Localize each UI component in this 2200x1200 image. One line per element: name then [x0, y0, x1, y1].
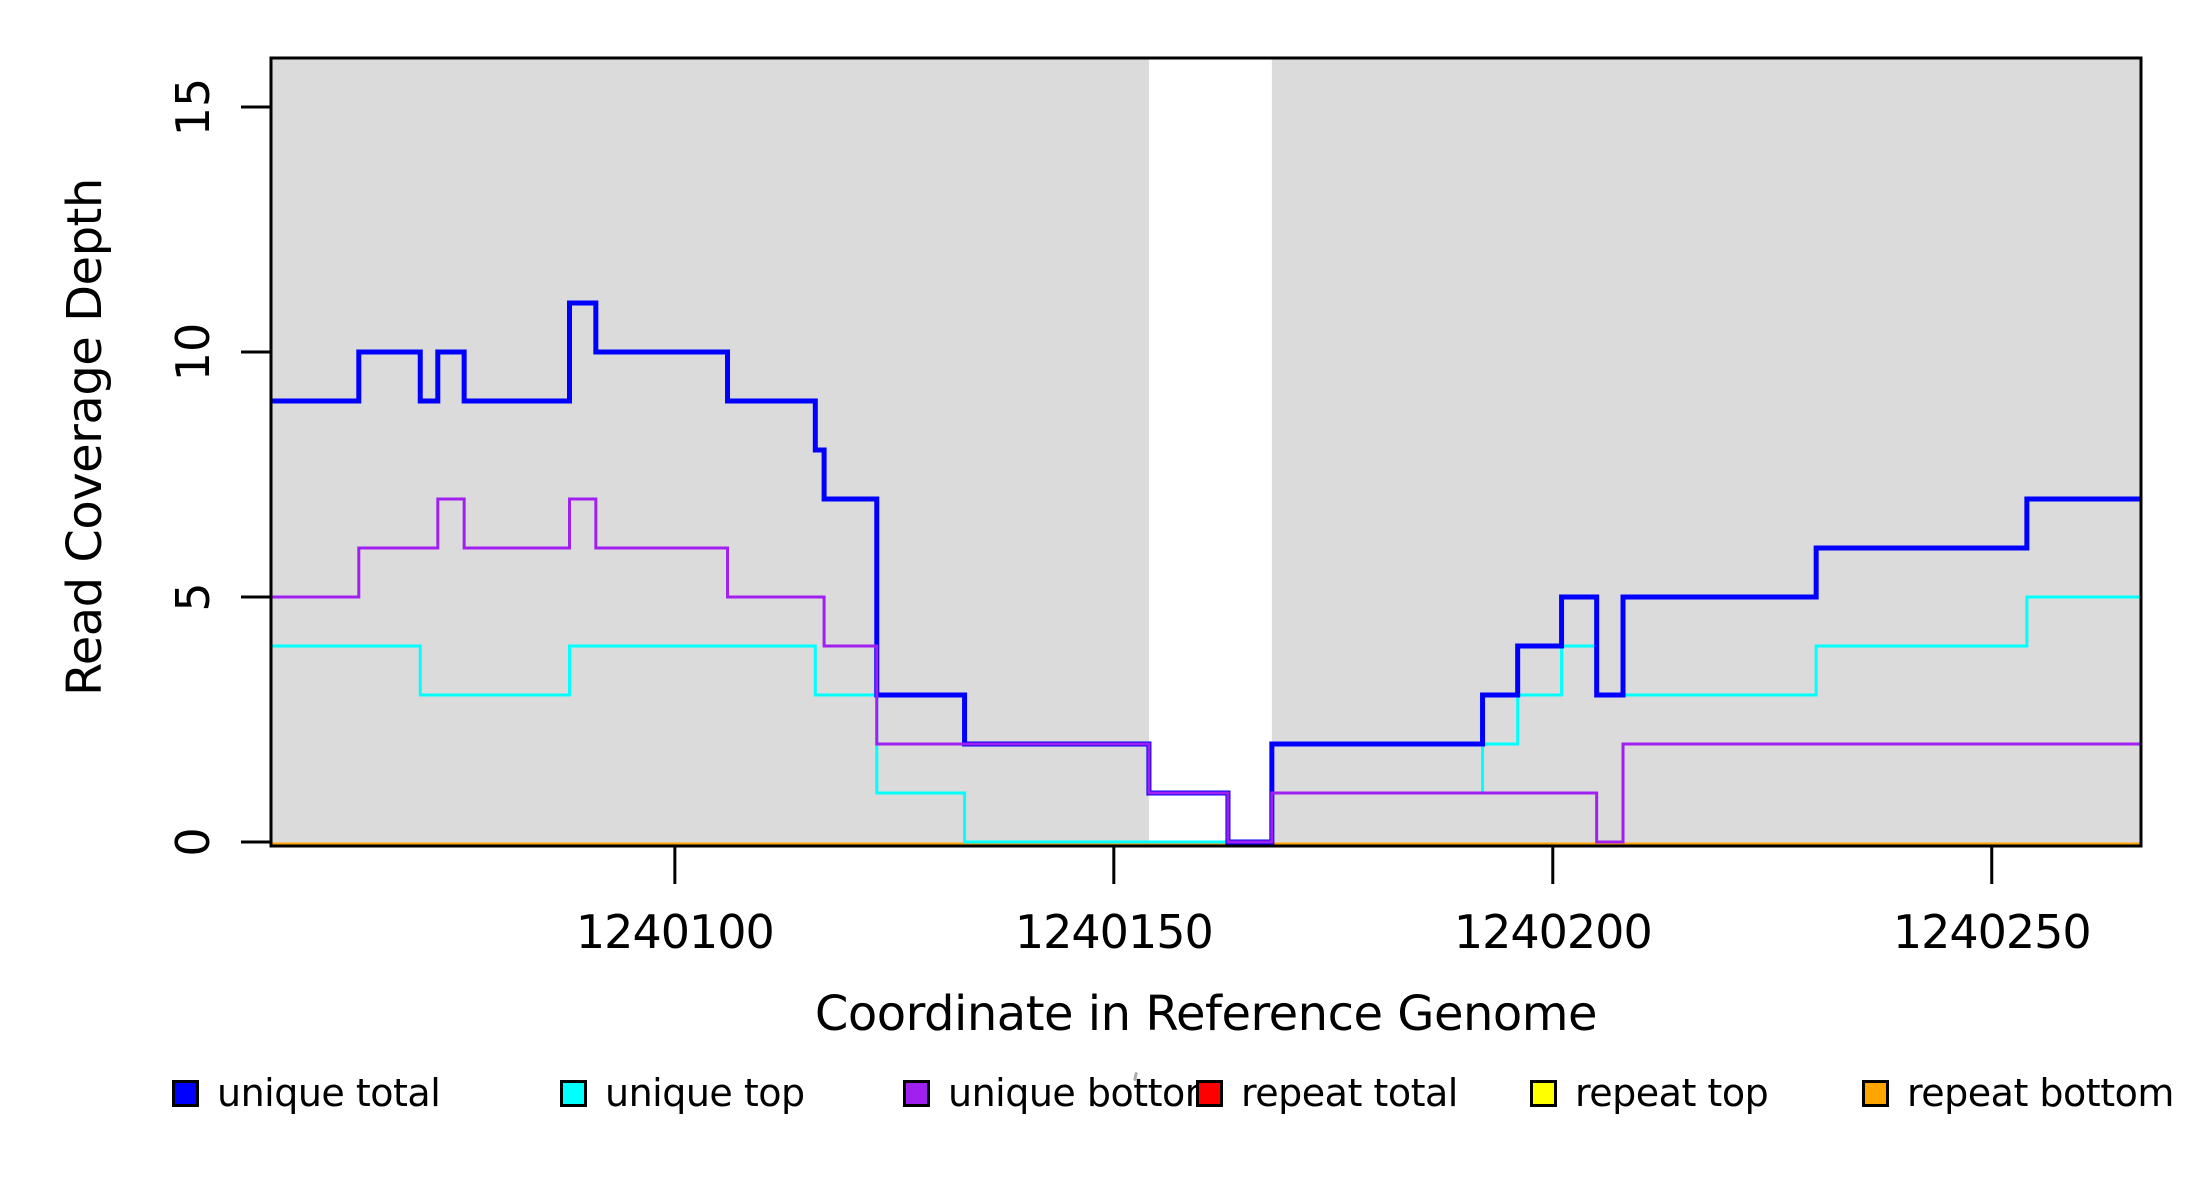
series-line-unique-total	[271, 300, 2141, 845]
x-tick-label: 1240200	[1454, 905, 1652, 959]
legend-swatch-icon	[903, 1079, 930, 1107]
y-tick-label: 15	[166, 78, 220, 137]
legend-item-repeat-top: repeat top	[1530, 1066, 1769, 1120]
y-tick-label: 0	[166, 827, 220, 856]
y-axis-title: Read Coverage Depth	[57, 178, 113, 696]
legend-swatch-icon	[1530, 1079, 1557, 1107]
x-tick-label: 1240250	[1893, 905, 2091, 959]
series-line-unique-bottom	[271, 497, 2141, 844]
legend-label: unique bottom	[948, 1071, 1222, 1115]
legend-swatch-icon	[172, 1079, 199, 1107]
legend-swatch-icon	[1862, 1079, 1889, 1107]
legend-label: unique top	[605, 1071, 805, 1115]
legend-item-unique-total: unique total	[172, 1066, 441, 1120]
x-tick-label: 1240100	[576, 905, 774, 959]
x-axis-title: Coordinate in Reference Genome	[814, 986, 1598, 1042]
legend-item-unique-bottom: unique bottom	[903, 1066, 1222, 1120]
y-tick-label: 10	[166, 323, 220, 382]
shaded-region	[1271, 59, 2141, 845]
y-tick-label: 5	[166, 582, 220, 611]
legend-item-repeat-total: repeat total	[1196, 1066, 1458, 1120]
legend-label: repeat bottom	[1907, 1071, 2174, 1115]
legend-swatch-icon	[560, 1079, 587, 1107]
legend-label: repeat top	[1575, 1071, 1769, 1115]
legend-item-repeat-bottom: repeat bottom	[1862, 1066, 2174, 1120]
legend-label: repeat total	[1241, 1071, 1458, 1115]
legend: unique total unique top unique bottom repea…	[0, 1066, 2200, 1126]
legend-item-unique-top: unique top	[560, 1066, 805, 1120]
plot-box	[269, 56, 2143, 848]
x-tick-label: 1240150	[1015, 905, 1213, 959]
shaded-region	[271, 59, 1149, 845]
legend-swatch-icon	[1196, 1079, 1223, 1107]
legend-label: unique total	[217, 1071, 441, 1115]
